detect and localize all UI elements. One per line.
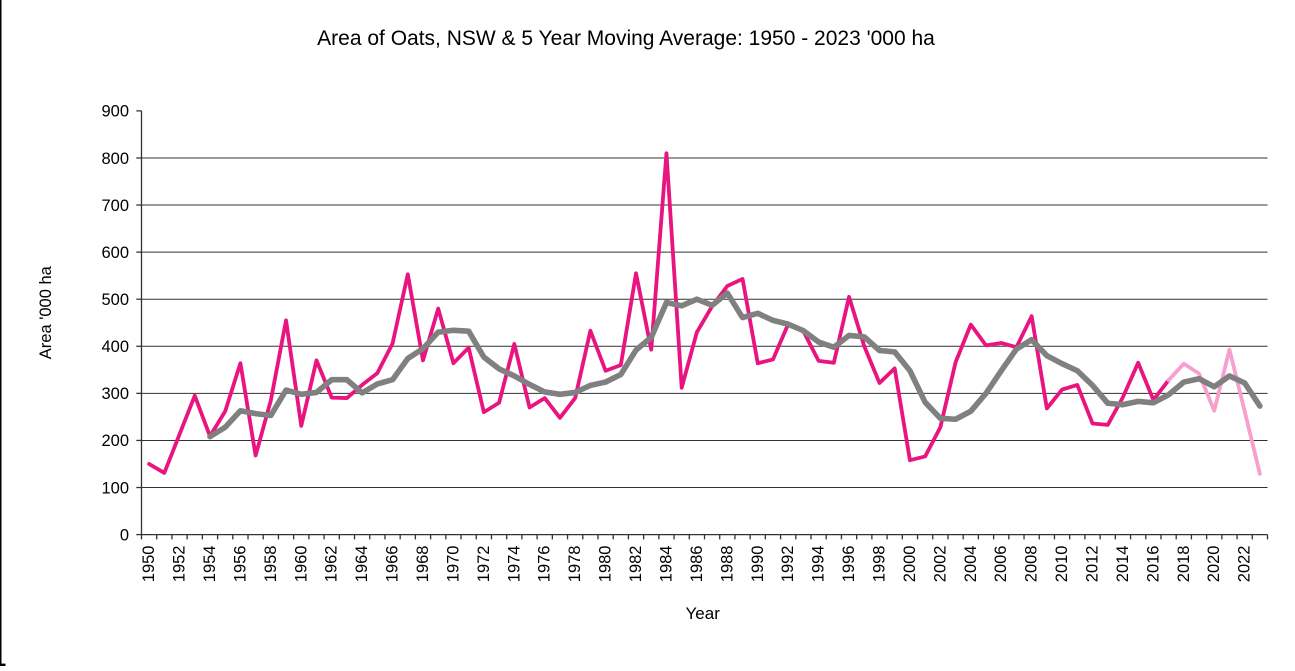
svg-text:2000: 2000 <box>901 546 919 583</box>
svg-text:1966: 1966 <box>384 546 402 583</box>
svg-text:600: 600 <box>101 244 129 262</box>
svg-text:100: 100 <box>101 479 129 497</box>
svg-text:2020: 2020 <box>1205 546 1223 583</box>
svg-text:1962: 1962 <box>323 546 341 583</box>
svg-text:1994: 1994 <box>810 546 828 583</box>
svg-text:500: 500 <box>101 291 129 309</box>
svg-text:200: 200 <box>101 432 129 450</box>
svg-text:2010: 2010 <box>1053 546 1071 583</box>
svg-text:Area '000 ha: Area '000 ha <box>37 265 55 359</box>
svg-text:700: 700 <box>101 197 129 215</box>
svg-text:Area of Oats, NSW & 5 Year Mov: Area of Oats, NSW & 5 Year Moving Averag… <box>317 27 935 50</box>
svg-text:1992: 1992 <box>779 546 797 583</box>
svg-text:1958: 1958 <box>262 546 280 583</box>
svg-text:1984: 1984 <box>657 546 675 583</box>
svg-text:1998: 1998 <box>870 546 888 583</box>
svg-text:1980: 1980 <box>597 546 615 583</box>
svg-text:2022: 2022 <box>1236 546 1254 583</box>
svg-text:2002: 2002 <box>931 546 949 583</box>
svg-text:1986: 1986 <box>688 546 706 583</box>
svg-text:400: 400 <box>101 338 129 356</box>
svg-text:1950: 1950 <box>140 546 158 583</box>
svg-text:900: 900 <box>101 103 129 121</box>
svg-text:1990: 1990 <box>749 546 767 583</box>
svg-text:2006: 2006 <box>992 546 1010 583</box>
svg-text:1974: 1974 <box>505 546 523 583</box>
svg-text:0: 0 <box>120 526 129 544</box>
svg-text:1978: 1978 <box>566 546 584 583</box>
svg-text:800: 800 <box>101 150 129 168</box>
svg-text:1952: 1952 <box>171 546 189 583</box>
svg-text:1988: 1988 <box>718 546 736 583</box>
svg-text:2018: 2018 <box>1175 546 1193 583</box>
svg-text:300: 300 <box>101 385 129 403</box>
svg-text:1976: 1976 <box>536 546 554 583</box>
svg-text:2004: 2004 <box>962 546 980 583</box>
svg-text:1996: 1996 <box>840 546 858 583</box>
svg-text:1970: 1970 <box>444 546 462 583</box>
svg-text:2008: 2008 <box>1023 546 1041 583</box>
svg-text:1982: 1982 <box>627 546 645 583</box>
svg-text:1960: 1960 <box>292 546 310 583</box>
svg-text:2016: 2016 <box>1144 546 1162 583</box>
svg-text:1972: 1972 <box>475 546 493 583</box>
svg-text:1954: 1954 <box>201 546 219 583</box>
svg-text:2012: 2012 <box>1084 546 1102 583</box>
svg-text:1964: 1964 <box>353 546 371 583</box>
svg-text:1968: 1968 <box>414 546 432 583</box>
svg-text:Year: Year <box>686 604 721 623</box>
svg-text:1956: 1956 <box>231 546 249 583</box>
svg-text:2014: 2014 <box>1114 546 1132 583</box>
